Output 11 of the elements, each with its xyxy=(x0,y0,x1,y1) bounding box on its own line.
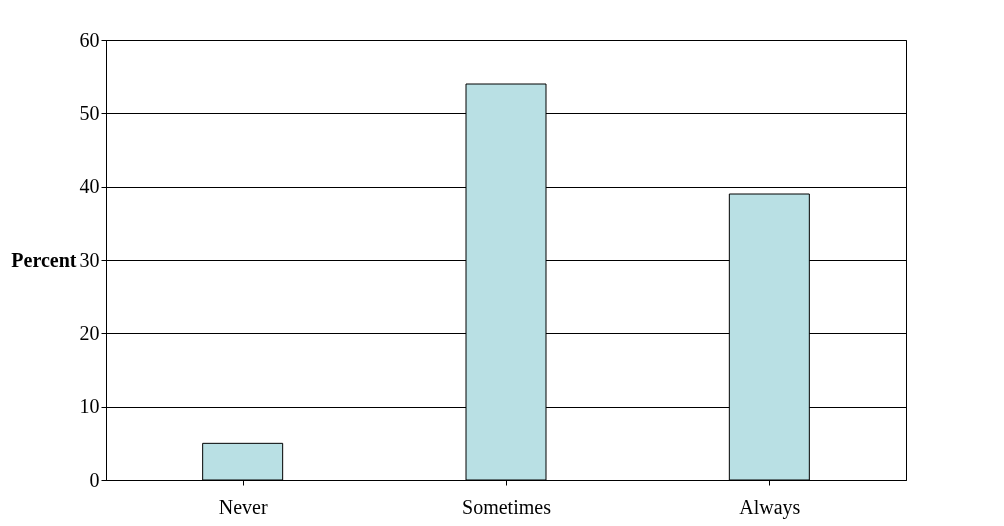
y-tick-label: 20 xyxy=(79,321,100,344)
y-tick-label: 0 xyxy=(89,468,100,491)
x-tick-label: Never xyxy=(218,495,268,518)
x-tick-label: Sometimes xyxy=(462,495,552,518)
y-tick-label: 30 xyxy=(79,248,100,271)
y-axis-title: Percent xyxy=(11,248,77,271)
x-tick-label: Always xyxy=(739,495,801,519)
y-tick-label: 60 xyxy=(79,28,100,51)
y-tick-label: 40 xyxy=(79,175,100,198)
y-tick-label: 50 xyxy=(79,101,100,124)
y-tick-label: 10 xyxy=(79,395,100,418)
